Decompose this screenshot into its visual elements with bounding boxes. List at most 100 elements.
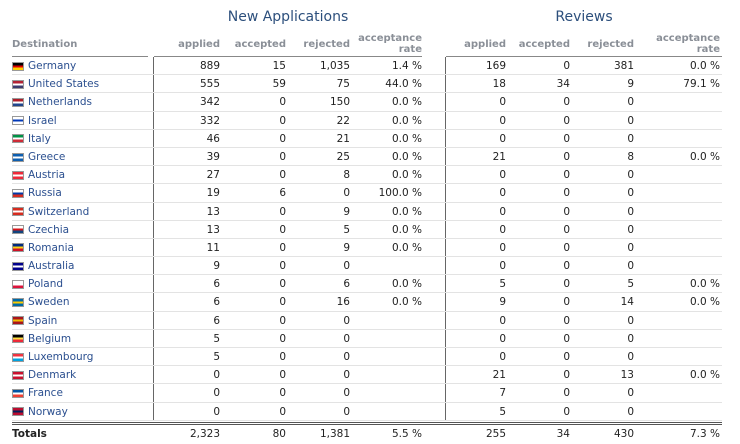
new-acceptance-rate-cell: 100.0 % xyxy=(378,187,422,200)
destination-name: Australia xyxy=(28,260,75,273)
new-rejected-cell: 8 xyxy=(343,169,350,182)
destination-name: United States xyxy=(28,78,100,91)
review-applied-cell: 0 xyxy=(499,314,506,327)
review-applied-cell: 0 xyxy=(499,260,506,273)
destination-link[interactable]: Czechia xyxy=(12,221,69,239)
review-applied-cell: 0 xyxy=(499,332,506,345)
review-rejected-cell: 0 xyxy=(627,223,634,236)
destination-link[interactable]: Sweden xyxy=(12,293,70,311)
destination-link[interactable]: Switzerland xyxy=(12,203,89,221)
country-flag-icon xyxy=(12,388,24,398)
table-row: Greece 39 0 25 0.0 % 21 0 8 0.0 % xyxy=(12,148,722,167)
table-row: Spain 6 0 0 0 0 0 xyxy=(12,312,722,331)
review-applied-cell: 0 xyxy=(499,205,506,218)
destination-cell: Sweden xyxy=(12,293,148,311)
review-applied-cell: 0 xyxy=(499,187,506,200)
review-acceptance-rate-cell xyxy=(638,93,720,111)
table-row: Austria 27 0 8 0.0 % 0 0 0 xyxy=(12,166,722,185)
destination-cell: Spain xyxy=(12,312,148,330)
destination-name: Austria xyxy=(28,169,66,182)
destination-link[interactable]: Romania xyxy=(12,239,74,257)
destination-name: France xyxy=(28,387,63,400)
destination-link[interactable]: Luxembourg xyxy=(12,348,93,366)
review-acceptance-rate-cell xyxy=(638,348,720,366)
review-rejected-cell: 0 xyxy=(627,387,634,400)
destination-link[interactable]: France xyxy=(12,384,63,402)
review-acceptance-rate-cell xyxy=(638,239,720,257)
totals-new-applied: 2,323 xyxy=(189,428,220,440)
header-new-accepted: accepted xyxy=(234,38,286,50)
review-acceptance-rate-cell: 0.0 % xyxy=(689,296,720,309)
destination-link[interactable]: Germany xyxy=(12,57,76,75)
country-flag-icon xyxy=(12,225,24,235)
review-acceptance-rate-cell: 79.1 % xyxy=(683,78,720,91)
new-accepted-cell: 0 xyxy=(279,405,286,418)
destination-link[interactable]: Netherlands xyxy=(12,93,92,111)
new-accepted-cell: 0 xyxy=(279,205,286,218)
new-rejected-cell: 0 xyxy=(343,405,350,418)
review-accepted-cell: 0 xyxy=(563,387,570,400)
country-flag-icon xyxy=(12,79,24,89)
totals-new-accepted: 80 xyxy=(272,428,286,440)
review-acceptance-rate-cell: 0.0 % xyxy=(689,369,720,382)
review-applied-cell: 7 xyxy=(499,387,506,400)
destination-link[interactable]: United States xyxy=(12,75,99,93)
destination-cell: United States xyxy=(12,75,148,93)
review-rejected-cell: 9 xyxy=(627,78,634,91)
destination-link[interactable]: Greece xyxy=(12,148,65,166)
destination-link[interactable]: Australia xyxy=(12,257,74,275)
new-rejected-cell: 9 xyxy=(343,241,350,254)
header-new-applied: applied xyxy=(178,38,220,50)
new-applied-cell: 9 xyxy=(213,260,220,273)
country-flag-icon xyxy=(12,97,24,107)
destination-cell: Czechia xyxy=(12,221,148,239)
destination-link[interactable]: Italy xyxy=(12,130,51,148)
review-acceptance-rate-cell xyxy=(638,112,720,130)
totals-review-acceptance-rate: 7.3 % xyxy=(689,428,720,440)
new-rejected-cell: 6 xyxy=(343,278,350,291)
review-acceptance-rate-cell xyxy=(638,221,720,239)
table-row: Norway 0 0 0 5 0 0 xyxy=(12,403,722,421)
new-rejected-cell: 0 xyxy=(343,369,350,382)
new-rejected-cell: 0 xyxy=(343,260,350,273)
new-applied-cell: 6 xyxy=(213,296,220,309)
destination-link[interactable]: Russia xyxy=(12,184,62,202)
review-applied-cell: 0 xyxy=(499,114,506,127)
new-rejected-cell: 1,035 xyxy=(319,60,350,72)
group-title-reviews: Reviews xyxy=(555,9,613,25)
new-accepted-cell: 59 xyxy=(272,78,286,91)
review-rejected-cell: 8 xyxy=(627,150,634,163)
table-row: Switzerland 13 0 9 0.0 % 0 0 0 xyxy=(12,203,722,221)
review-rejected-cell: 0 xyxy=(627,187,634,200)
new-accepted-cell: 0 xyxy=(279,241,286,254)
new-applied-cell: 13 xyxy=(206,223,220,236)
review-rejected-cell: 0 xyxy=(627,114,634,127)
review-applied-cell: 21 xyxy=(492,150,506,163)
review-rejected-cell: 0 xyxy=(627,205,634,218)
new-rejected-cell: 0 xyxy=(343,187,350,200)
destination-link[interactable]: Belgium xyxy=(12,330,71,348)
destination-link[interactable]: Poland xyxy=(12,275,63,293)
destination-name: Luxembourg xyxy=(28,351,94,363)
new-accepted-cell: 0 xyxy=(279,278,286,291)
destination-link[interactable]: Israel xyxy=(12,112,57,130)
new-rejected-cell: 0 xyxy=(343,332,350,345)
country-flag-icon xyxy=(12,134,24,144)
destination-link[interactable]: Spain xyxy=(12,312,57,330)
destination-link[interactable]: Norway xyxy=(12,403,68,421)
review-accepted-cell: 0 xyxy=(563,132,570,145)
destination-link[interactable]: Austria xyxy=(12,166,65,184)
destination-link[interactable]: Denmark xyxy=(12,366,76,384)
group-title-new-applications: New Applications xyxy=(227,9,349,25)
header-new-rejected: rejected xyxy=(303,38,350,50)
new-rejected-cell: 75 xyxy=(336,78,350,91)
destination-name: Netherlands xyxy=(28,96,93,109)
table-row: Russia 19 6 0 100.0 % 0 0 0 xyxy=(12,184,722,203)
new-acceptance-rate-cell: 0.0 % xyxy=(391,169,422,182)
new-applied-cell: 889 xyxy=(199,60,220,72)
review-applied-cell: 0 xyxy=(499,223,506,236)
new-acceptance-rate-cell: 0.0 % xyxy=(391,223,422,236)
header-review-rejected: rejected xyxy=(587,38,634,50)
destination-cell: Poland xyxy=(12,275,148,293)
table-row: Netherlands 342 0 150 0.0 % 0 0 0 xyxy=(12,93,722,112)
